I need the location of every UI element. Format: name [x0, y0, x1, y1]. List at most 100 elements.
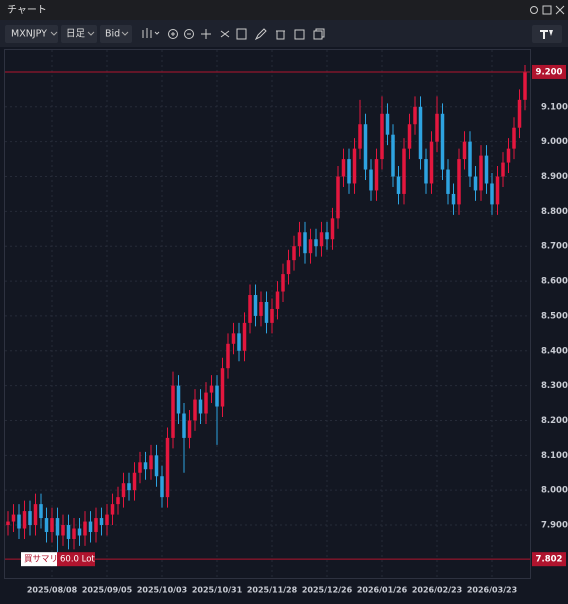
candle-body	[198, 399, 203, 414]
logo-button[interactable]	[532, 25, 562, 43]
draw-icon[interactable]	[254, 28, 267, 41]
candle-body	[396, 176, 401, 194]
candle-body	[270, 308, 274, 323]
candle-body	[451, 193, 456, 205]
close-icon[interactable]	[555, 5, 565, 15]
delete-icon[interactable]	[276, 30, 285, 40]
candle-body	[501, 162, 505, 177]
candle-body	[512, 127, 516, 149]
candle-body	[171, 385, 175, 438]
candle-body	[88, 521, 93, 532]
candle-body	[22, 511, 27, 529]
price-label: 7.802	[536, 555, 563, 565]
candle-body	[160, 476, 164, 498]
title-bar	[0, 0, 568, 20]
copy-icon[interactable]	[313, 30, 323, 40]
candle-body	[149, 455, 153, 470]
y-tick-label: 8.400	[541, 346, 568, 356]
chart-type-icon[interactable]	[142, 28, 152, 38]
candle-body	[380, 113, 384, 160]
settings-icon[interactable]	[530, 6, 538, 14]
timeframe-button[interactable]	[61, 25, 97, 43]
candle-body	[506, 148, 511, 163]
candle-body	[182, 413, 186, 438]
x-tick-label: 2026/03/23	[467, 586, 517, 595]
position-side: 買サマリ	[24, 555, 58, 565]
x-tick-label: 2025/12/26	[302, 586, 353, 595]
candle-body	[154, 455, 159, 477]
y-tick-label: 8.700	[541, 242, 568, 252]
zoom-out-icon[interactable]	[184, 29, 194, 39]
candle-body	[231, 333, 236, 344]
price-label-box	[532, 552, 566, 567]
candle-body	[413, 106, 417, 125]
candle-body	[336, 176, 340, 219]
candle-body	[39, 504, 43, 519]
timeframe: 日足	[66, 29, 86, 40]
candle-body	[116, 497, 120, 505]
candle-body	[292, 246, 296, 261]
candle-body	[407, 124, 412, 149]
candle-body	[358, 124, 362, 149]
zoom-in-icon[interactable]	[168, 29, 178, 39]
candle-body	[424, 159, 428, 184]
candle-body	[374, 159, 379, 191]
price-type-button[interactable]	[100, 25, 132, 43]
candle-body	[385, 113, 390, 135]
candle-body	[99, 518, 104, 526]
move-icon[interactable]	[201, 29, 211, 39]
popout-icon[interactable]	[542, 5, 552, 15]
candle-body	[308, 239, 313, 254]
x-tick-label: 2025/10/03	[137, 586, 187, 595]
y-tick-label: 9.000	[541, 137, 568, 147]
position-side-box	[21, 552, 57, 567]
candle-body	[105, 514, 109, 526]
candle-body	[50, 518, 54, 532]
x-tick-label: 2026/02/23	[412, 586, 462, 595]
candle-body	[297, 232, 302, 247]
candle-body	[303, 232, 307, 254]
clipboard-icon[interactable]	[294, 29, 305, 40]
x-tick-label: 2025/11/28	[247, 586, 298, 595]
symbol: MXNJPY	[11, 29, 47, 40]
candle-body	[121, 483, 126, 498]
candle-body	[193, 399, 197, 421]
candle-body	[484, 155, 489, 184]
candle-body	[17, 514, 21, 529]
candle-body	[61, 525, 65, 536]
candle-body	[138, 462, 142, 473]
candle-body	[215, 385, 219, 407]
candle-body	[143, 462, 148, 470]
y-tick-label: 8.000	[541, 486, 568, 496]
candle-body	[165, 437, 170, 498]
candle-body	[28, 511, 32, 526]
candle-body	[446, 169, 450, 194]
candle-body	[435, 113, 439, 142]
cut-icon[interactable]	[220, 30, 230, 38]
candle-body	[325, 232, 329, 240]
window-controls[interactable]	[530, 5, 565, 15]
y-tick-label: 7.900	[541, 521, 568, 531]
plot-frame	[4, 49, 531, 579]
candle-body	[6, 521, 10, 526]
save-icon[interactable]	[236, 28, 247, 40]
candle-body	[11, 514, 16, 522]
candle-body	[286, 260, 291, 275]
candle-body	[319, 232, 324, 247]
candle-body	[462, 141, 467, 160]
candle-body	[209, 385, 214, 393]
candle-body	[275, 291, 280, 309]
logo	[540, 30, 553, 39]
candle-body	[253, 295, 258, 316]
candle-body	[83, 521, 87, 536]
dropdown-arrow	[87, 31, 95, 36]
candle-body	[495, 176, 500, 205]
candle-body	[187, 420, 192, 438]
price-label: 9.200	[536, 67, 563, 77]
candle-body	[369, 169, 373, 191]
symbol-button[interactable]	[5, 25, 58, 43]
x-tick-label: 2025/10/31	[192, 586, 243, 595]
y-tick-label: 8.300	[541, 381, 568, 391]
